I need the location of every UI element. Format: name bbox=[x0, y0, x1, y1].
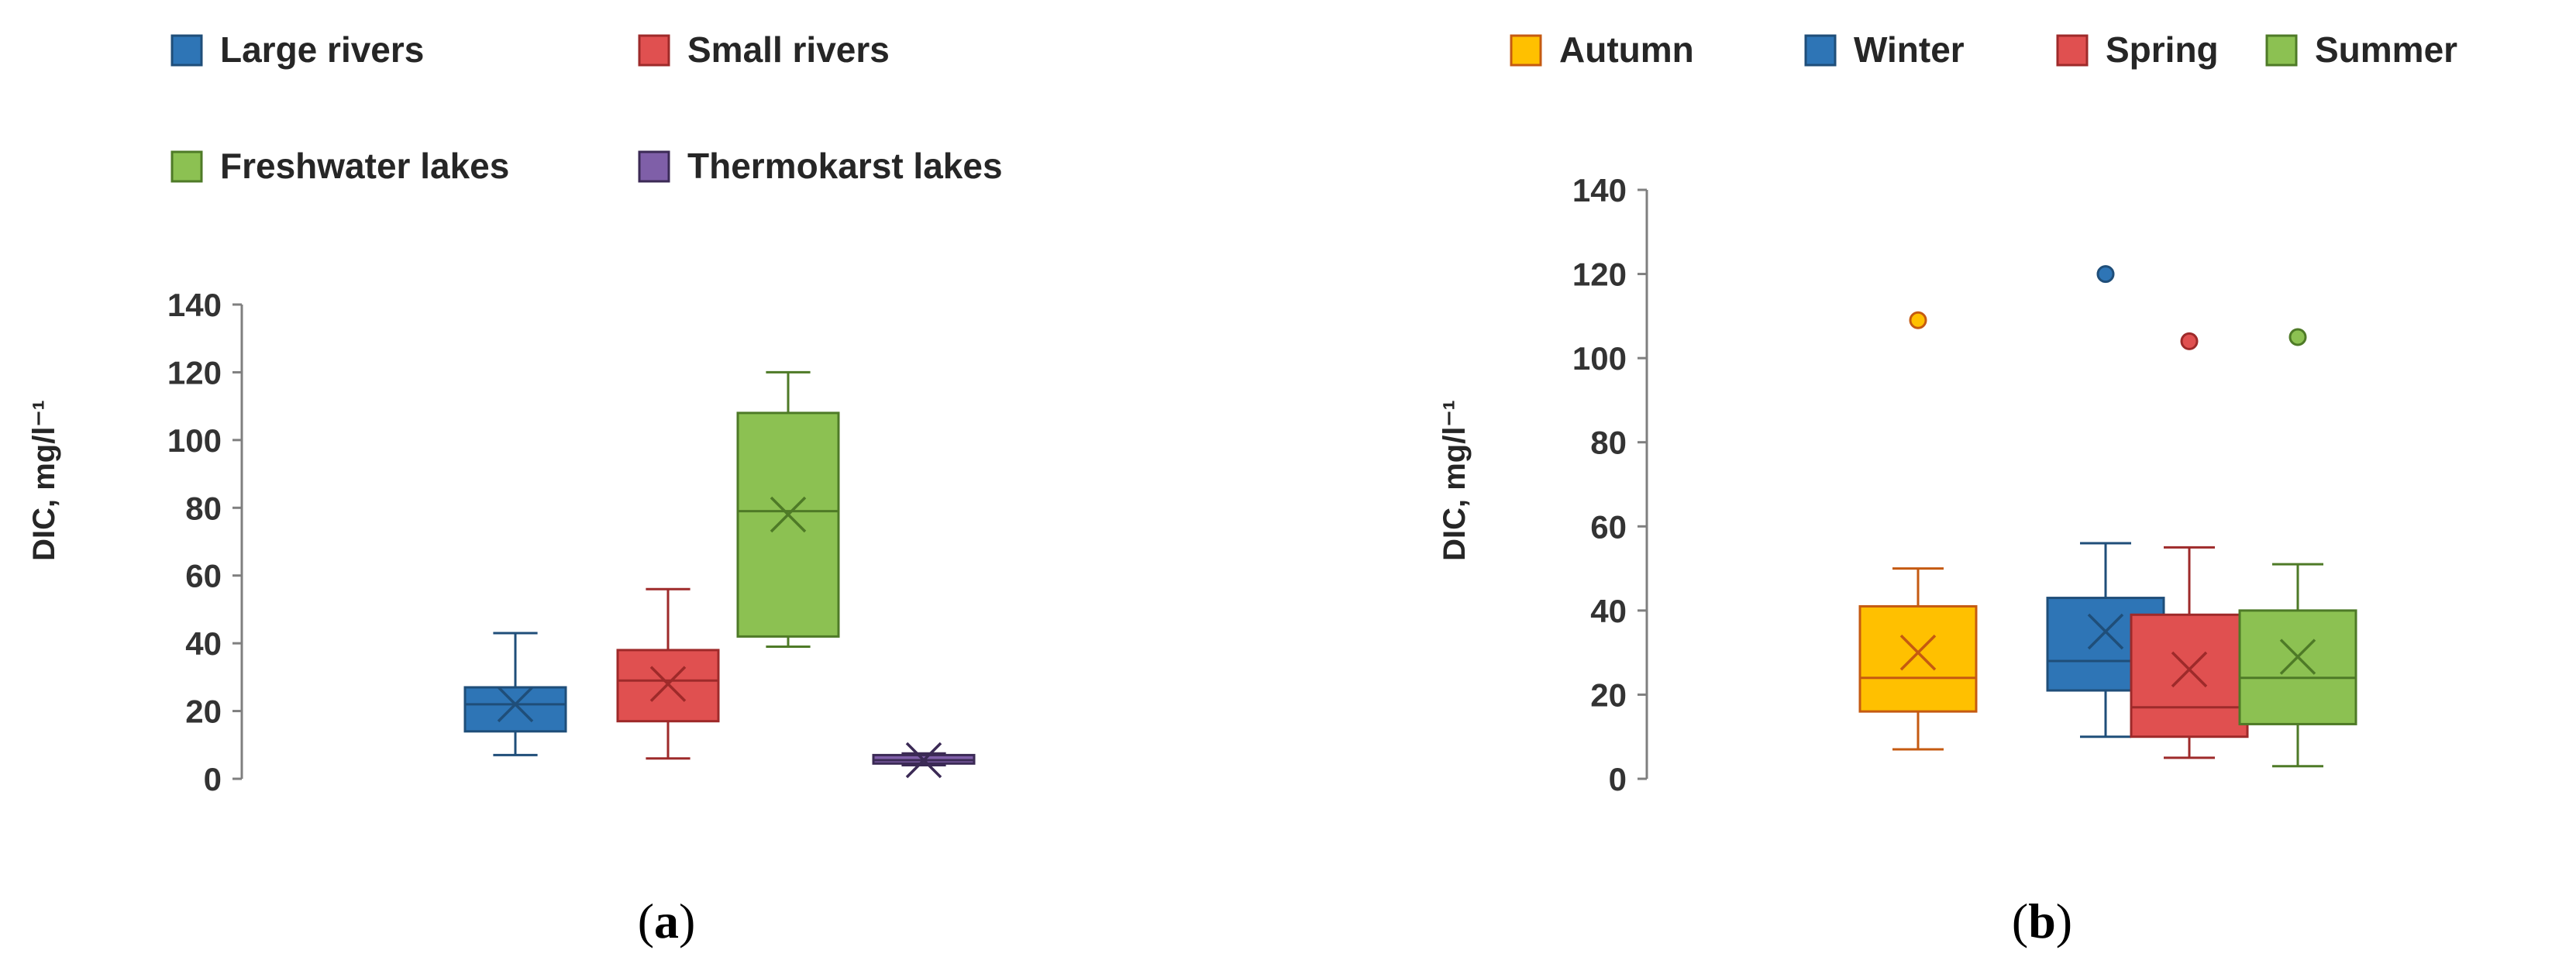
legend-swatch bbox=[638, 150, 670, 183]
box-iqr bbox=[463, 686, 567, 733]
mean-marker-stroke bbox=[1899, 634, 1937, 671]
y-ticks-b: 0 20 40 60 80 100 120 140 bbox=[1572, 172, 1647, 797]
legend-item: Thermokarst lakes bbox=[638, 146, 1003, 186]
y-axis-label-b: DIC, mg/l⁻¹ bbox=[1438, 400, 1472, 561]
box-summer bbox=[2238, 328, 2357, 768]
box-large-rivers bbox=[463, 632, 567, 756]
y-tick-label: 140 bbox=[1572, 172, 1627, 208]
caption-b-close: ) bbox=[2056, 893, 2072, 949]
caption-a: (a) bbox=[638, 893, 696, 949]
mean-marker-stroke bbox=[497, 686, 534, 723]
legend-swatch bbox=[2265, 34, 2298, 67]
y-tick-label: 80 bbox=[1590, 425, 1627, 461]
y-tick-label: 60 bbox=[1590, 508, 1627, 545]
outlier-point bbox=[1909, 311, 1927, 329]
mean-marker bbox=[497, 686, 534, 723]
legend-label: Autumn bbox=[1559, 29, 1694, 70]
caption-b: (b) bbox=[2012, 893, 2072, 949]
legend-swatch bbox=[170, 150, 203, 183]
legend-b: Autumn Winter Spring Summer bbox=[1510, 29, 2457, 70]
mean-marker bbox=[1899, 634, 1937, 671]
y-tick-label: 40 bbox=[1590, 593, 1627, 629]
box-thermokarst-lakes bbox=[872, 742, 976, 779]
mean-marker bbox=[2279, 639, 2316, 675]
box-spring bbox=[2130, 332, 2249, 759]
y-tick-label: 140 bbox=[167, 287, 222, 323]
legend-swatch bbox=[1510, 34, 1542, 67]
legend-swatch bbox=[638, 34, 670, 67]
mean-marker-stroke bbox=[905, 742, 942, 779]
legend-a: Large rivers Small rivers Freshwater lakes… bbox=[170, 29, 1003, 186]
box-iqr bbox=[736, 411, 840, 638]
box-small-rivers bbox=[616, 587, 720, 760]
box-iqr bbox=[1858, 604, 1978, 713]
mean-marker bbox=[770, 496, 807, 533]
outlier-point bbox=[2288, 328, 2307, 346]
y-tick-label: 100 bbox=[1572, 340, 1627, 377]
legend-label: Small rivers bbox=[687, 29, 890, 70]
y-tick-label: 40 bbox=[185, 625, 222, 662]
y-ticks-a: 0 20 40 60 80 100 120 140 bbox=[167, 287, 242, 797]
caption-b-open: ( bbox=[2012, 893, 2028, 949]
boxes-b bbox=[1858, 265, 2357, 768]
y-tick-label: 120 bbox=[1572, 256, 1627, 293]
legend-swatch bbox=[1804, 34, 1837, 67]
legend-label: Spring bbox=[2106, 29, 2219, 70]
mean-marker bbox=[905, 742, 942, 779]
legend-swatch bbox=[170, 34, 203, 67]
legend-item: Freshwater lakes bbox=[170, 146, 509, 186]
legend-item: Large rivers bbox=[170, 29, 424, 70]
outlier-point bbox=[2096, 265, 2115, 284]
y-tick-label: 120 bbox=[167, 354, 222, 391]
y-tick-label: 0 bbox=[204, 761, 222, 797]
y-tick-label: 20 bbox=[1590, 677, 1627, 713]
mean-marker-stroke bbox=[2171, 651, 2208, 688]
box-iqr bbox=[2238, 609, 2357, 725]
box-autumn bbox=[1858, 311, 1978, 751]
mean-marker-stroke bbox=[649, 666, 687, 702]
legend-item: Autumn bbox=[1510, 29, 1694, 70]
panel-a: Large rivers Small rivers Freshwater lakes… bbox=[27, 29, 1003, 949]
y-tick-label: 80 bbox=[185, 490, 222, 526]
mean-marker bbox=[2171, 651, 2208, 688]
mean-marker-stroke bbox=[770, 496, 807, 533]
boxes-a bbox=[463, 370, 976, 779]
legend-item: Winter bbox=[1804, 29, 1965, 70]
y-axis-label-a: DIC, mg/l⁻¹ bbox=[27, 400, 61, 561]
legend-item: Summer bbox=[2265, 29, 2457, 70]
outlier-point bbox=[2180, 332, 2199, 350]
mean-marker bbox=[2087, 613, 2124, 650]
legend-label: Large rivers bbox=[220, 29, 424, 70]
box-freshwater-lakes bbox=[736, 370, 840, 649]
caption-a-open: ( bbox=[638, 893, 654, 949]
y-tick-label: 60 bbox=[185, 558, 222, 594]
y-tick-label: 0 bbox=[1609, 761, 1627, 797]
legend-item: Small rivers bbox=[638, 29, 890, 70]
legend-label: Freshwater lakes bbox=[220, 146, 509, 186]
box-iqr bbox=[2130, 613, 2249, 738]
mean-marker-stroke bbox=[2279, 639, 2316, 675]
caption-a-letter: a bbox=[654, 893, 679, 949]
legend-swatch bbox=[2056, 34, 2089, 67]
y-tick-label: 20 bbox=[185, 694, 222, 730]
legend-label: Thermokarst lakes bbox=[687, 146, 1003, 186]
caption-b-letter: b bbox=[2028, 893, 2056, 949]
panel-b: Autumn Winter Spring Summer DIC, mg/l⁻¹ 0 20… bbox=[1438, 29, 2457, 949]
mean-marker bbox=[649, 666, 687, 702]
y-tick-label: 100 bbox=[167, 422, 222, 459]
legend-label: Summer bbox=[2315, 29, 2457, 70]
mean-marker-stroke bbox=[2087, 613, 2124, 650]
legend-label: Winter bbox=[1854, 29, 1965, 70]
caption-a-close: ) bbox=[679, 893, 695, 949]
legend-item: Spring bbox=[2056, 29, 2219, 70]
